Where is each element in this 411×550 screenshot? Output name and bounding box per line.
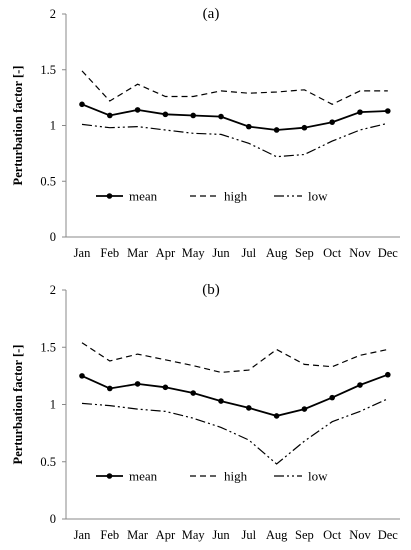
data-point-mean: [329, 394, 336, 401]
y-tick-label: 1: [50, 398, 56, 412]
panel-b: 0 0.5 1 1.5 2 Jan Feb Mar Apr May Jun Jul Aug Sep Oct N…: [11, 282, 400, 542]
y-tick-label: 0.5: [40, 455, 56, 469]
data-point-mean: [357, 382, 363, 388]
y-tick-label: 0: [50, 230, 56, 244]
legend-label-low: low: [308, 189, 328, 204]
legend-label-high: high: [224, 469, 248, 484]
x-tick-label: Jul: [242, 528, 257, 542]
x-tick-label: Mar: [127, 246, 149, 260]
data-point-mean: [385, 108, 391, 114]
data-point-mean: [218, 398, 224, 404]
data-point-mean: [246, 123, 252, 130]
y-axis-label: Perturbation factor [-]: [11, 66, 25, 186]
y-tick-label: 2: [50, 7, 56, 21]
x-tick-label: Apr: [156, 246, 176, 260]
y-tick-label: 1: [50, 119, 56, 133]
x-tick-label: Aug: [266, 246, 288, 260]
y-tick-label: 0.5: [40, 174, 56, 188]
legend-marker-mean: [106, 193, 113, 199]
data-point-mean: [134, 381, 141, 387]
data-point-mean: [79, 373, 85, 379]
legend-label-mean: mean: [129, 189, 158, 204]
x-tick-label: Sep: [295, 528, 314, 542]
x-tick-label: Jan: [74, 246, 91, 260]
x-tick-label: Nov: [349, 528, 371, 542]
series-line-low: [81, 122, 388, 158]
data-point-mean: [301, 406, 308, 412]
data-point-mean: [218, 113, 224, 120]
data-point-mean: [385, 371, 391, 378]
legend-label-mean: mean: [129, 469, 158, 484]
data-point-mean: [79, 101, 85, 108]
x-tick-label: Dec: [378, 528, 399, 542]
data-point-mean: [162, 111, 169, 118]
series-line-high: [81, 70, 388, 105]
x-tick-label: Jun: [212, 246, 230, 260]
x-tick-label: Dec: [378, 246, 399, 260]
chart-title: (b): [202, 282, 220, 298]
panel-a: 0 0.5 1 1.5 2 Jan Feb Mar Apr May Jun Jul Aug Sep Oct N…: [11, 6, 400, 260]
y-tick-label: 1.5: [40, 340, 56, 354]
y-axis-label: Perturbation factor [-]: [11, 345, 25, 465]
series-line-mean: [81, 373, 389, 417]
x-tick-label: Feb: [100, 528, 119, 542]
x-tick-label: Sep: [295, 246, 314, 260]
data-point-mean: [134, 107, 141, 113]
data-point-mean: [246, 405, 252, 411]
x-tick-label: May: [182, 246, 206, 260]
x-tick-label: Feb: [100, 246, 119, 260]
x-tick-label: Jul: [242, 246, 257, 260]
data-point-mean: [190, 112, 196, 119]
x-tick-label: Nov: [349, 246, 371, 260]
legend-label-high: high: [224, 189, 248, 204]
chart-title: (a): [203, 6, 220, 22]
y-tick-label: 1.5: [40, 63, 56, 77]
series-line-high: [81, 342, 388, 374]
legend-label-low: low: [308, 469, 328, 484]
data-point-mean: [301, 124, 308, 131]
x-tick-label: Oct: [323, 528, 342, 542]
x-tick-label: Apr: [156, 528, 176, 542]
y-tick-label: 0: [50, 512, 56, 526]
x-tick-label: Jan: [74, 528, 91, 542]
data-point-mean: [329, 119, 336, 125]
series-line-low: [81, 398, 389, 465]
x-tick-label: Aug: [266, 528, 288, 542]
x-tick-label: May: [182, 528, 206, 542]
data-point-mean: [162, 384, 169, 391]
x-tick-label: Mar: [127, 528, 149, 542]
legend-marker-mean: [106, 473, 113, 479]
data-point-mean: [107, 112, 113, 119]
data-point-mean: [273, 127, 280, 133]
data-point-mean: [357, 109, 363, 115]
series-line-mean: [81, 103, 388, 131]
x-tick-label: Jun: [212, 528, 230, 542]
data-point-mean: [190, 390, 196, 396]
data-point-mean: [273, 413, 280, 419]
data-point-mean: [107, 385, 113, 392]
x-tick-label: Oct: [323, 246, 342, 260]
y-tick-label: 2: [50, 283, 56, 297]
